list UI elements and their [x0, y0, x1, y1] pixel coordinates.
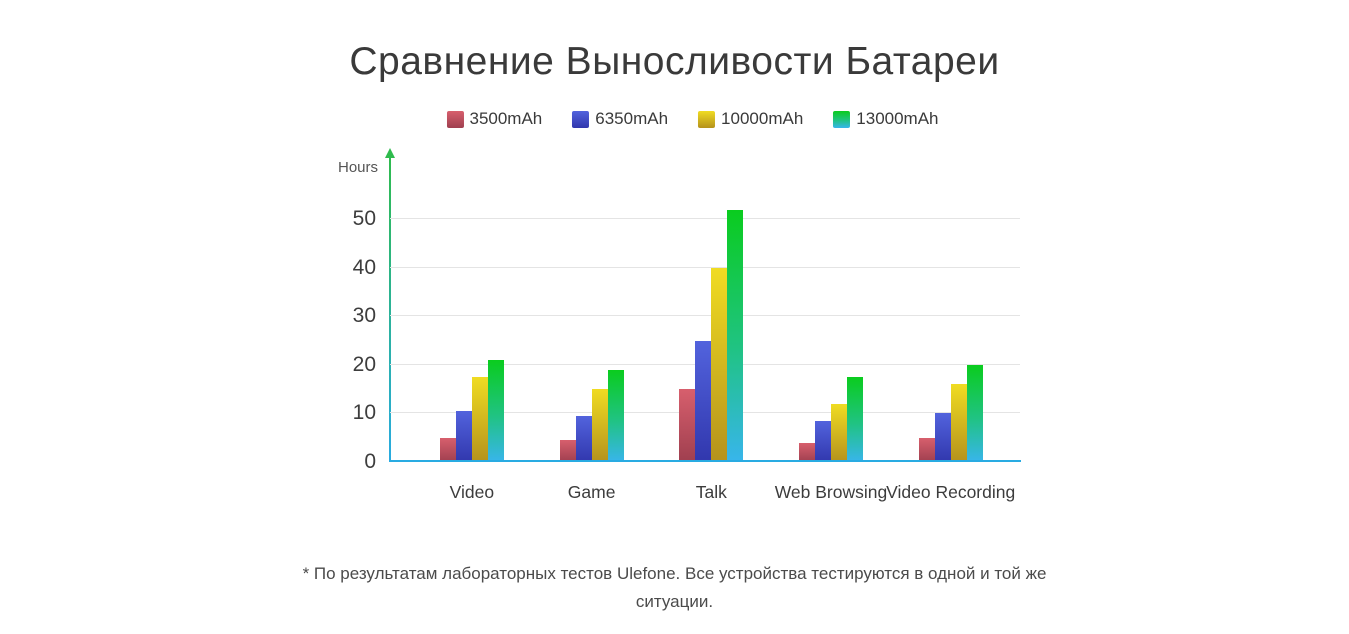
- gridline-30: [390, 315, 1020, 317]
- bar-game-6350mah: [575, 415, 592, 462]
- bar-video-6350mah: [455, 411, 472, 462]
- bar-video-recording-10000mah: [950, 384, 967, 462]
- legend-swatch-icon-13000mah: [833, 110, 851, 128]
- y-tick-30: 30: [352, 304, 376, 328]
- plot-area: [390, 152, 1020, 462]
- y-axis-arrow-icon: [385, 148, 395, 158]
- bar-web-browsing-3500mah: [799, 442, 815, 462]
- bar-video-13000mah: [487, 360, 504, 462]
- y-tick-0: 0: [364, 450, 376, 473]
- bar-game-10000mah: [591, 389, 608, 462]
- legend: 3500mAh 6350mAh 10000mAh 13000mAh: [446, 109, 939, 129]
- bar-talk-6350mah: [695, 340, 712, 462]
- y-tick-labels: 0 10 20 30 40 50: [280, 152, 376, 473]
- legend-swatch-icon-3500mah: [446, 110, 464, 128]
- category-label-video: Video: [449, 482, 495, 502]
- bar-group-game: [559, 152, 624, 462]
- bar-group-talk: [679, 152, 744, 462]
- bar-video-3500mah: [439, 437, 456, 462]
- y-axis-label: Hours: [337, 159, 378, 176]
- bar-video-recording-6350mah: [934, 413, 951, 462]
- bar-talk-3500mah: [679, 389, 696, 462]
- x-axis-line: [389, 460, 1021, 462]
- legend-label-10000mah: 10000mAh: [721, 109, 804, 128]
- legend-swatch-icon-10000mah: [698, 110, 716, 128]
- chart-title: Сравнение Выносливости Батареи: [349, 40, 1000, 83]
- legend-swatch-icon-6350mah: [572, 110, 590, 128]
- legend-item-10000mah: 10000mAh: [698, 109, 803, 129]
- y-tick-50: 50: [352, 207, 376, 231]
- gridline-50: [390, 218, 1020, 220]
- bar-talk-10000mah: [711, 267, 728, 462]
- bar-web-browsing-10000mah: [831, 403, 847, 462]
- x-category-labels: Video Game Talk Web Browsing Video Recording: [390, 482, 1020, 506]
- y-tick-20: 20: [352, 352, 376, 376]
- legend-label-3500mah: 3500mAh: [469, 109, 543, 128]
- legend-label-13000mah: 13000mAh: [856, 109, 939, 128]
- gridline-40: [390, 266, 1020, 268]
- category-label-web-browsing: Web Browsing: [774, 482, 888, 502]
- bar-game-13000mah: [607, 369, 624, 462]
- y-axis-line: [389, 156, 391, 462]
- y-tick-40: 40: [352, 255, 376, 279]
- bar-web-browsing-13000mah: [847, 377, 863, 462]
- bar-web-browsing-6350mah: [815, 420, 831, 462]
- category-label-video-recording: Video Recording: [886, 482, 1016, 502]
- legend-label-6350mah: 6350mAh: [595, 109, 669, 128]
- category-label-game: Game: [567, 482, 616, 502]
- bar-game-3500mah: [559, 440, 576, 462]
- legend-item-6350mah: 6350mAh: [572, 109, 668, 129]
- bar-group-video: [439, 152, 504, 462]
- bar-talk-13000mah: [727, 209, 744, 462]
- legend-item-13000mah: 13000mAh: [833, 109, 939, 129]
- y-tick-10: 10: [352, 401, 376, 425]
- legend-item-3500mah: 3500mAh: [446, 109, 542, 129]
- footnote: * По результатам лабораторных тестов Ule…: [302, 564, 1047, 611]
- bar-group-web-browsing: [799, 152, 863, 462]
- bar-group-video-recording: [918, 152, 983, 462]
- category-label-talk: Talk: [695, 482, 727, 502]
- bar-video-10000mah: [471, 377, 488, 462]
- bar-video-recording-3500mah: [918, 437, 935, 462]
- bar-video-recording-13000mah: [966, 364, 983, 462]
